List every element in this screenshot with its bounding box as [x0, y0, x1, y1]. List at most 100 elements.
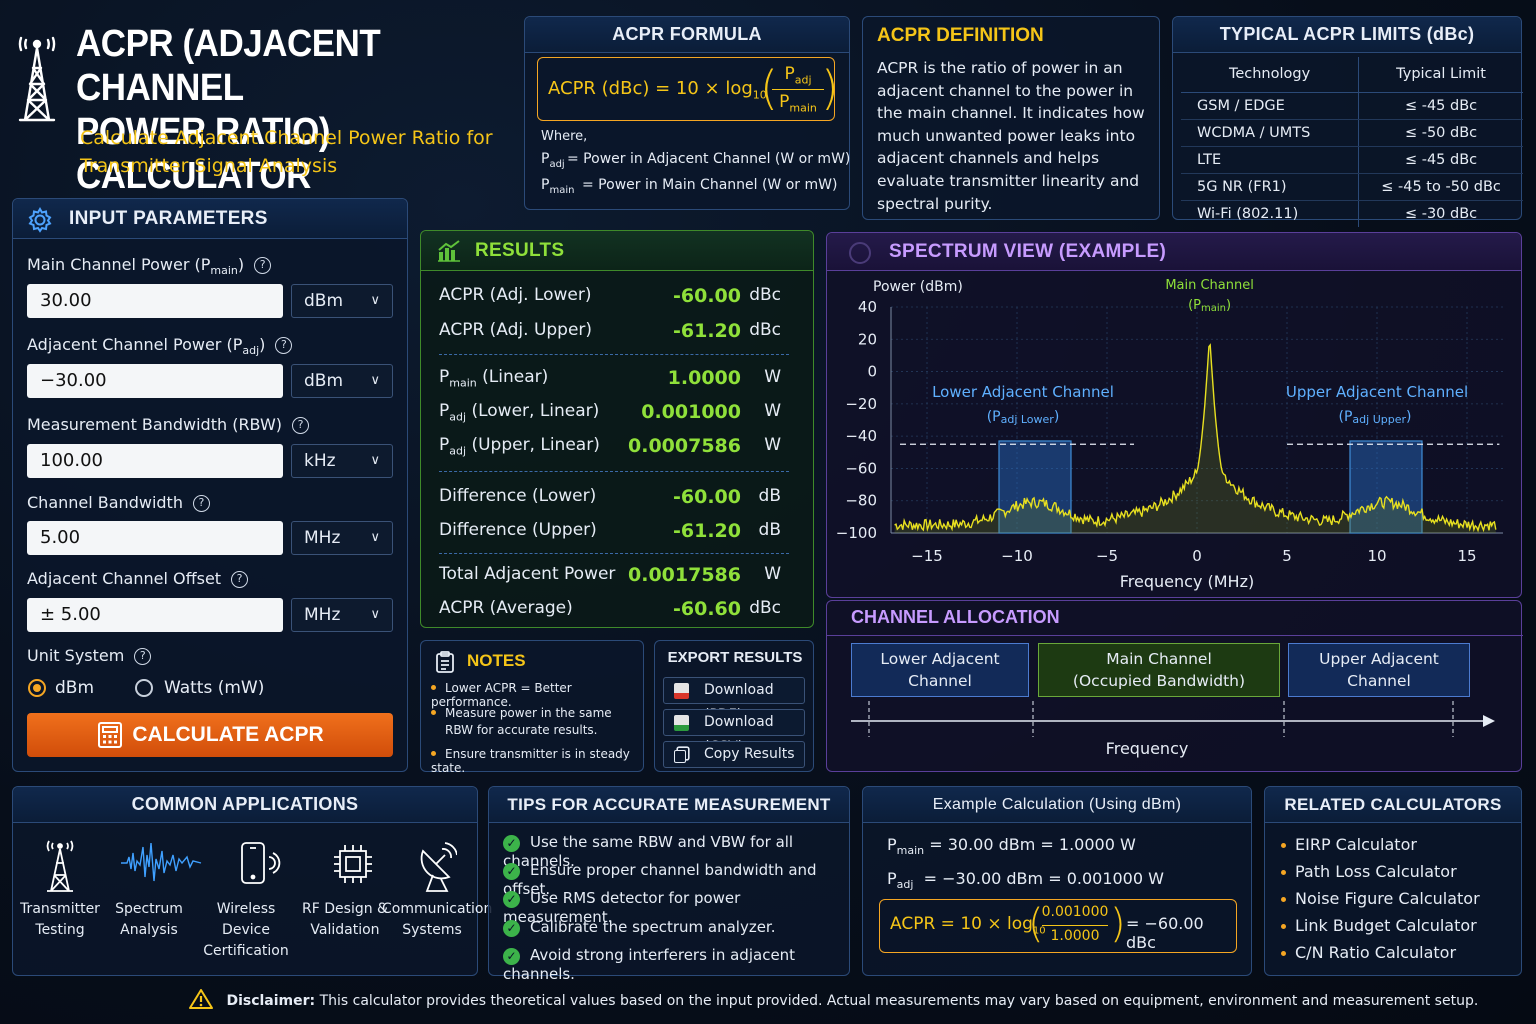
- x-tick-label: 5: [1282, 547, 1292, 565]
- adj-power-unit-select[interactable]: dBm ∨: [291, 364, 393, 398]
- export-title: EXPORT RESULTS: [667, 649, 803, 666]
- csv-icon: [674, 715, 689, 731]
- y-tick-label: 40: [858, 298, 877, 316]
- waveform-icon: [121, 842, 202, 882]
- example-numerator: 0.001000: [1041, 904, 1109, 920]
- y-tick-label: −80: [845, 492, 877, 510]
- spectrum-icon: [849, 242, 871, 264]
- chip-icon: [334, 845, 372, 883]
- table-row: LTE ≤ -45 dBc: [1181, 146, 1523, 174]
- satellite-dish-icon: [420, 842, 457, 892]
- tower-icon: [46, 840, 74, 892]
- limits-panel: TYPICAL ACPR LIMITS (dBc) Technology Typi…: [1172, 16, 1523, 227]
- radio-dbm-label: dBm: [55, 678, 95, 698]
- adj-power-input[interactable]: −30.00: [27, 364, 283, 398]
- allocation-axis-label: Frequency: [1105, 739, 1189, 758]
- example-result-value: = −60.00 dBc: [1126, 914, 1204, 952]
- tips-panel: TIPS FOR ACCURATE MEASUREMENT ✓ Use the s…: [488, 786, 850, 983]
- radio-dbm[interactable]: [28, 679, 46, 697]
- x-tick-label: 10: [1367, 547, 1386, 565]
- spectrum-trace: [894, 343, 1497, 533]
- y-tick-label: −100: [836, 524, 877, 542]
- related-link-cn-ratio[interactable]: C/N Ratio Calculator: [1281, 943, 1456, 962]
- spectrum-chart: 40 20 0 −20 −40 −60 −80 −100 −15 −10 −5 0 5 10 15 Power…: [836, 278, 1503, 591]
- result-acpr-average: ACPR (Average) -60.60 dBc: [439, 598, 781, 620]
- rbw-input[interactable]: 100.00: [27, 444, 283, 478]
- x-tick-label: −15: [911, 547, 943, 565]
- channel-bandwidth-input[interactable]: 5.00: [27, 521, 283, 555]
- definition-title: ACPR DEFINITION: [877, 25, 1044, 46]
- tip-item: ✓ Avoid strong interferers in adjacent ch…: [503, 946, 796, 983]
- channel-bandwidth-unit-select[interactable]: MHz ∨: [291, 521, 393, 555]
- lower-adjacent-sublabel: (Padj Lower): [987, 409, 1060, 426]
- chevron-down-icon: ∨: [370, 293, 380, 308]
- pdf-icon: [674, 683, 689, 699]
- related-link-noise-figure[interactable]: Noise Figure Calculator: [1281, 889, 1480, 908]
- formula-denominator: Pmain: [779, 92, 817, 115]
- adj-power-label: Adjacent Channel Power (Padj)?: [27, 335, 293, 357]
- rbw-unit-select[interactable]: kHz ∨: [291, 444, 393, 478]
- copy-results-button[interactable]: Copy Results: [663, 741, 805, 768]
- table-row: Wi-Fi (802.11) ≤ -30 dBc: [1181, 200, 1523, 227]
- related-link-link-budget[interactable]: Link Budget Calculator: [1281, 916, 1477, 935]
- result-diff-lower: Difference (Lower) -60.00 dB: [439, 486, 781, 508]
- offset-unit-select[interactable]: MHz ∨: [291, 598, 393, 632]
- main-channel-block: Main Channel (Occupied Bandwidth): [1038, 643, 1280, 697]
- formula-panel: ACPR FORMULA ACPR (dBc) = 10 × log10 ( P…: [524, 16, 850, 210]
- example-panel: Example Calculation (Using dBm) Pmain = …: [862, 786, 1252, 976]
- main-power-unit-select[interactable]: dBm ∨: [291, 284, 393, 318]
- limits-col-technology: Technology: [1181, 57, 1359, 93]
- offset-label: Adjacent Channel Offset?: [27, 569, 249, 588]
- limits-title: TYPICAL ACPR LIMITS (dBc): [1173, 17, 1521, 53]
- help-icon[interactable]: ?: [231, 571, 249, 588]
- bar-chart-icon: [437, 240, 461, 268]
- help-icon[interactable]: ?: [192, 495, 210, 512]
- unit-system-label: Unit System?: [27, 646, 152, 665]
- main-power-input[interactable]: 30.00: [27, 284, 283, 318]
- help-icon[interactable]: ?: [134, 648, 152, 665]
- download-pdf-button[interactable]: Download (PDF): [663, 677, 805, 723]
- help-icon[interactable]: ?: [292, 417, 310, 434]
- offset-input[interactable]: ± 5.00: [27, 598, 283, 632]
- formula-padj: Padj = Power in Adjacent Channel (W or mW…: [541, 151, 851, 170]
- page-title: ACPR (ADJACENT CHANNEL POWER RATIO) CALC…: [76, 23, 381, 197]
- related-title: RELATED CALCULATORS: [1265, 787, 1521, 823]
- y-tick-label: −20: [845, 395, 877, 413]
- app-communication-systems: Communication Systems: [382, 901, 493, 938]
- phone-icon: [241, 842, 281, 884]
- applications-panel: COMMON APPLICATIONS Transmitter Testing S…: [12, 786, 492, 976]
- y-tick-label: −40: [845, 427, 877, 445]
- result-padj-upper-linear: Padj (Upper, Linear) 0.0007586 W: [439, 435, 781, 458]
- calculate-button[interactable]: CALCULATE ACPR: [27, 713, 393, 757]
- warning-icon: [188, 988, 214, 1014]
- check-icon: ✓: [503, 863, 520, 880]
- tower-logo-icon: [12, 34, 62, 124]
- result-acpr-upper: ACPR (Adj. Upper) -61.20 dBc: [439, 320, 781, 342]
- gear-icon: [27, 206, 53, 239]
- y-tick-label: −60: [845, 459, 877, 477]
- formula-numerator: Padj: [784, 64, 812, 87]
- table-row: GSM / EDGE ≤ -45 dBc: [1181, 92, 1523, 120]
- download-csv-button[interactable]: Download (CSV): [663, 709, 805, 755]
- example-denominator: 1.0000: [1050, 928, 1100, 944]
- check-icon: ✓: [503, 920, 520, 937]
- help-icon[interactable]: ?: [254, 257, 272, 274]
- export-panel: EXPORT RESULTS Download (PDF) Download (…: [654, 640, 814, 772]
- copy-icon: [674, 750, 686, 763]
- help-icon[interactable]: ?: [275, 337, 293, 354]
- channel-bandwidth-label: Channel Bandwidth?: [27, 493, 210, 512]
- table-row: WCDMA / UMTS ≤ -50 dBc: [1181, 119, 1523, 147]
- example-result-box: ACPR = 10 × log10 ( 0.001000 1.0000 ) = …: [879, 899, 1237, 953]
- result-diff-upper: Difference (Upper) -61.20 dB: [439, 520, 781, 542]
- limits-table: Technology Typical Limit GSM / EDGE ≤ -45 …: [1181, 57, 1523, 227]
- rbw-label: Measurement Bandwidth (RBW)?: [27, 415, 310, 434]
- chevron-down-icon: ∨: [370, 530, 380, 545]
- results-title: RESULTS: [421, 231, 813, 271]
- related-link-path-loss[interactable]: Path Loss Calculator: [1281, 862, 1457, 881]
- app-rf-design: RF Design & Validation: [302, 901, 388, 938]
- applications-title: COMMON APPLICATIONS: [13, 787, 477, 823]
- radio-watts[interactable]: [135, 679, 153, 697]
- upper-adjacent-band: [1349, 440, 1423, 534]
- app-transmitter-testing: Transmitter Testing: [20, 901, 100, 938]
- related-link-eirp[interactable]: EIRP Calculator: [1281, 835, 1417, 854]
